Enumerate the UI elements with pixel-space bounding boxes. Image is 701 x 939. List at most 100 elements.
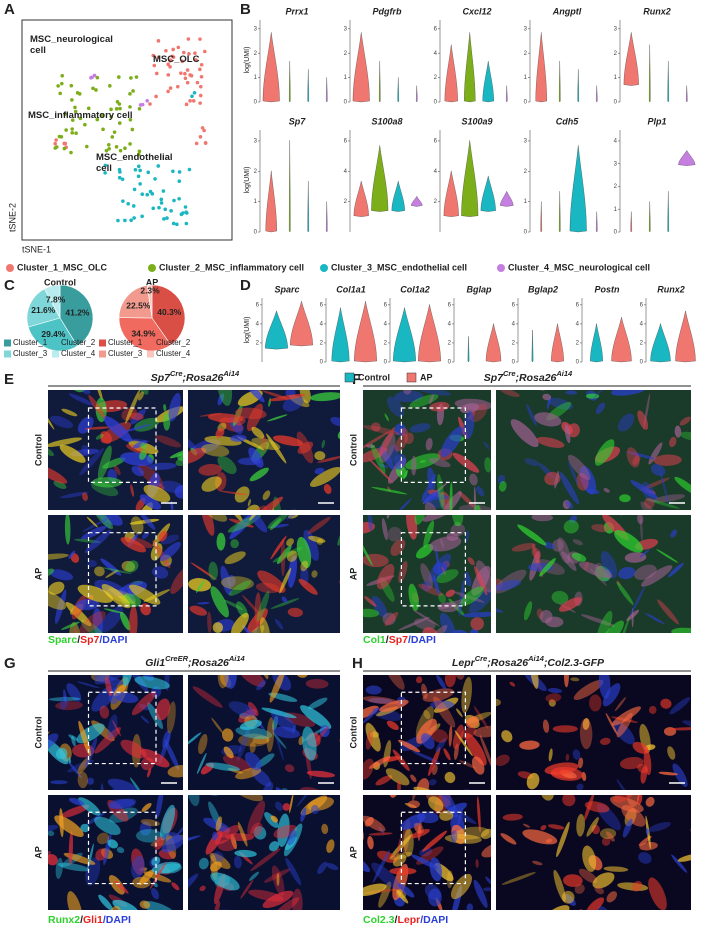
texture-blob	[68, 756, 71, 764]
texture-blob	[174, 485, 183, 499]
texture-blob	[510, 419, 539, 448]
micrograph	[496, 795, 691, 910]
texture-blob	[641, 481, 656, 503]
micrograph	[48, 675, 183, 790]
row-label: AP	[348, 846, 358, 859]
texture-blob	[99, 705, 110, 719]
legend-label: Cluster_2	[156, 338, 191, 347]
texture-blob	[253, 826, 267, 840]
cell-dot	[59, 135, 64, 139]
texture-blob	[643, 497, 655, 509]
texture-blob	[396, 837, 401, 862]
texture-blob	[389, 867, 417, 875]
texture-blob	[265, 433, 287, 464]
texture-blob	[158, 530, 168, 542]
cluster-label: MSC_neurological cell	[30, 34, 113, 56]
texture-blob	[440, 426, 464, 458]
texture-blob	[382, 612, 396, 626]
texture	[48, 515, 183, 633]
texture-blob	[569, 515, 578, 524]
texture-blob	[474, 504, 481, 510]
texture-blob	[103, 608, 124, 614]
texture-blob	[278, 660, 296, 676]
tick-label: 3	[614, 161, 618, 167]
texture-blob	[561, 551, 577, 572]
texture-blob	[473, 879, 488, 908]
tick-label: 6	[512, 302, 516, 308]
texture-blob	[48, 464, 68, 484]
tick-label: 6	[344, 139, 348, 145]
texture-blob	[455, 708, 463, 718]
cell-dot	[136, 164, 141, 169]
pie-slice	[118, 317, 172, 352]
cell-dot	[166, 73, 171, 77]
texture-blob	[441, 566, 447, 576]
gene-name: Runx2	[657, 284, 685, 294]
micrograph	[188, 515, 340, 633]
zoom-box	[400, 407, 466, 484]
texture-blob	[269, 675, 285, 703]
texture-blob	[78, 797, 101, 816]
tick-label: 1	[524, 199, 528, 205]
texture-blob	[212, 622, 224, 633]
violin	[288, 140, 291, 233]
texture-blob	[129, 518, 160, 525]
texture-blob	[61, 408, 78, 417]
title-part: ;Rosa26	[188, 657, 229, 669]
violin	[648, 201, 651, 233]
texture-blob	[230, 434, 247, 442]
cell-dot	[103, 171, 107, 175]
texture-blob	[641, 565, 673, 587]
row-label: Control	[348, 717, 358, 749]
texture	[497, 390, 691, 510]
panel-label: F	[352, 371, 361, 388]
tick-label: 0	[434, 100, 438, 106]
texture-blob	[131, 855, 145, 880]
tick-label: 2	[614, 184, 618, 190]
cluster-label: MSC_inflammatory cell	[28, 110, 133, 121]
texture-blob	[87, 560, 97, 568]
texture-blob	[674, 425, 682, 438]
cell-dot	[137, 149, 142, 154]
cell-dot	[140, 214, 144, 219]
violin	[418, 304, 441, 363]
texture-blob	[601, 837, 611, 846]
texture-blob	[671, 854, 688, 873]
texture-blob	[248, 701, 259, 717]
violin	[325, 77, 328, 103]
violin	[391, 180, 405, 212]
texture-blob	[674, 476, 691, 496]
cell-dot	[129, 76, 133, 80]
texture-blob	[616, 617, 630, 633]
texture-blob	[159, 804, 176, 841]
legend-label: Control	[358, 372, 390, 382]
texture-blob	[48, 581, 65, 595]
texture-blob	[152, 540, 171, 569]
cell-dot	[153, 177, 157, 181]
tick-label: 2	[614, 51, 618, 57]
tick-label: 2	[256, 341, 260, 347]
texture-blob	[272, 435, 304, 447]
texture-blob	[639, 841, 658, 851]
texture-blob	[254, 915, 270, 938]
texture-blob	[640, 501, 660, 510]
texture-blob	[438, 637, 456, 652]
axis-label: log(UMI)	[244, 167, 251, 194]
texture-blob	[48, 733, 59, 753]
texture-blob	[98, 894, 113, 910]
texture-blob	[211, 717, 224, 734]
texture-blob	[469, 473, 478, 486]
texture-blob	[392, 749, 410, 772]
texture-blob	[429, 536, 462, 552]
gene-name: Plp1	[647, 116, 666, 126]
texture-blob	[244, 752, 262, 771]
texture-blob	[616, 712, 633, 738]
micrograph	[363, 390, 491, 510]
cell-dot	[159, 201, 164, 205]
texture-blob	[540, 824, 547, 831]
cell-dot	[156, 164, 161, 168]
texture-blob	[371, 422, 381, 432]
texture-blob	[287, 607, 304, 618]
cell-dot	[53, 141, 57, 146]
texture-blob	[571, 552, 587, 562]
